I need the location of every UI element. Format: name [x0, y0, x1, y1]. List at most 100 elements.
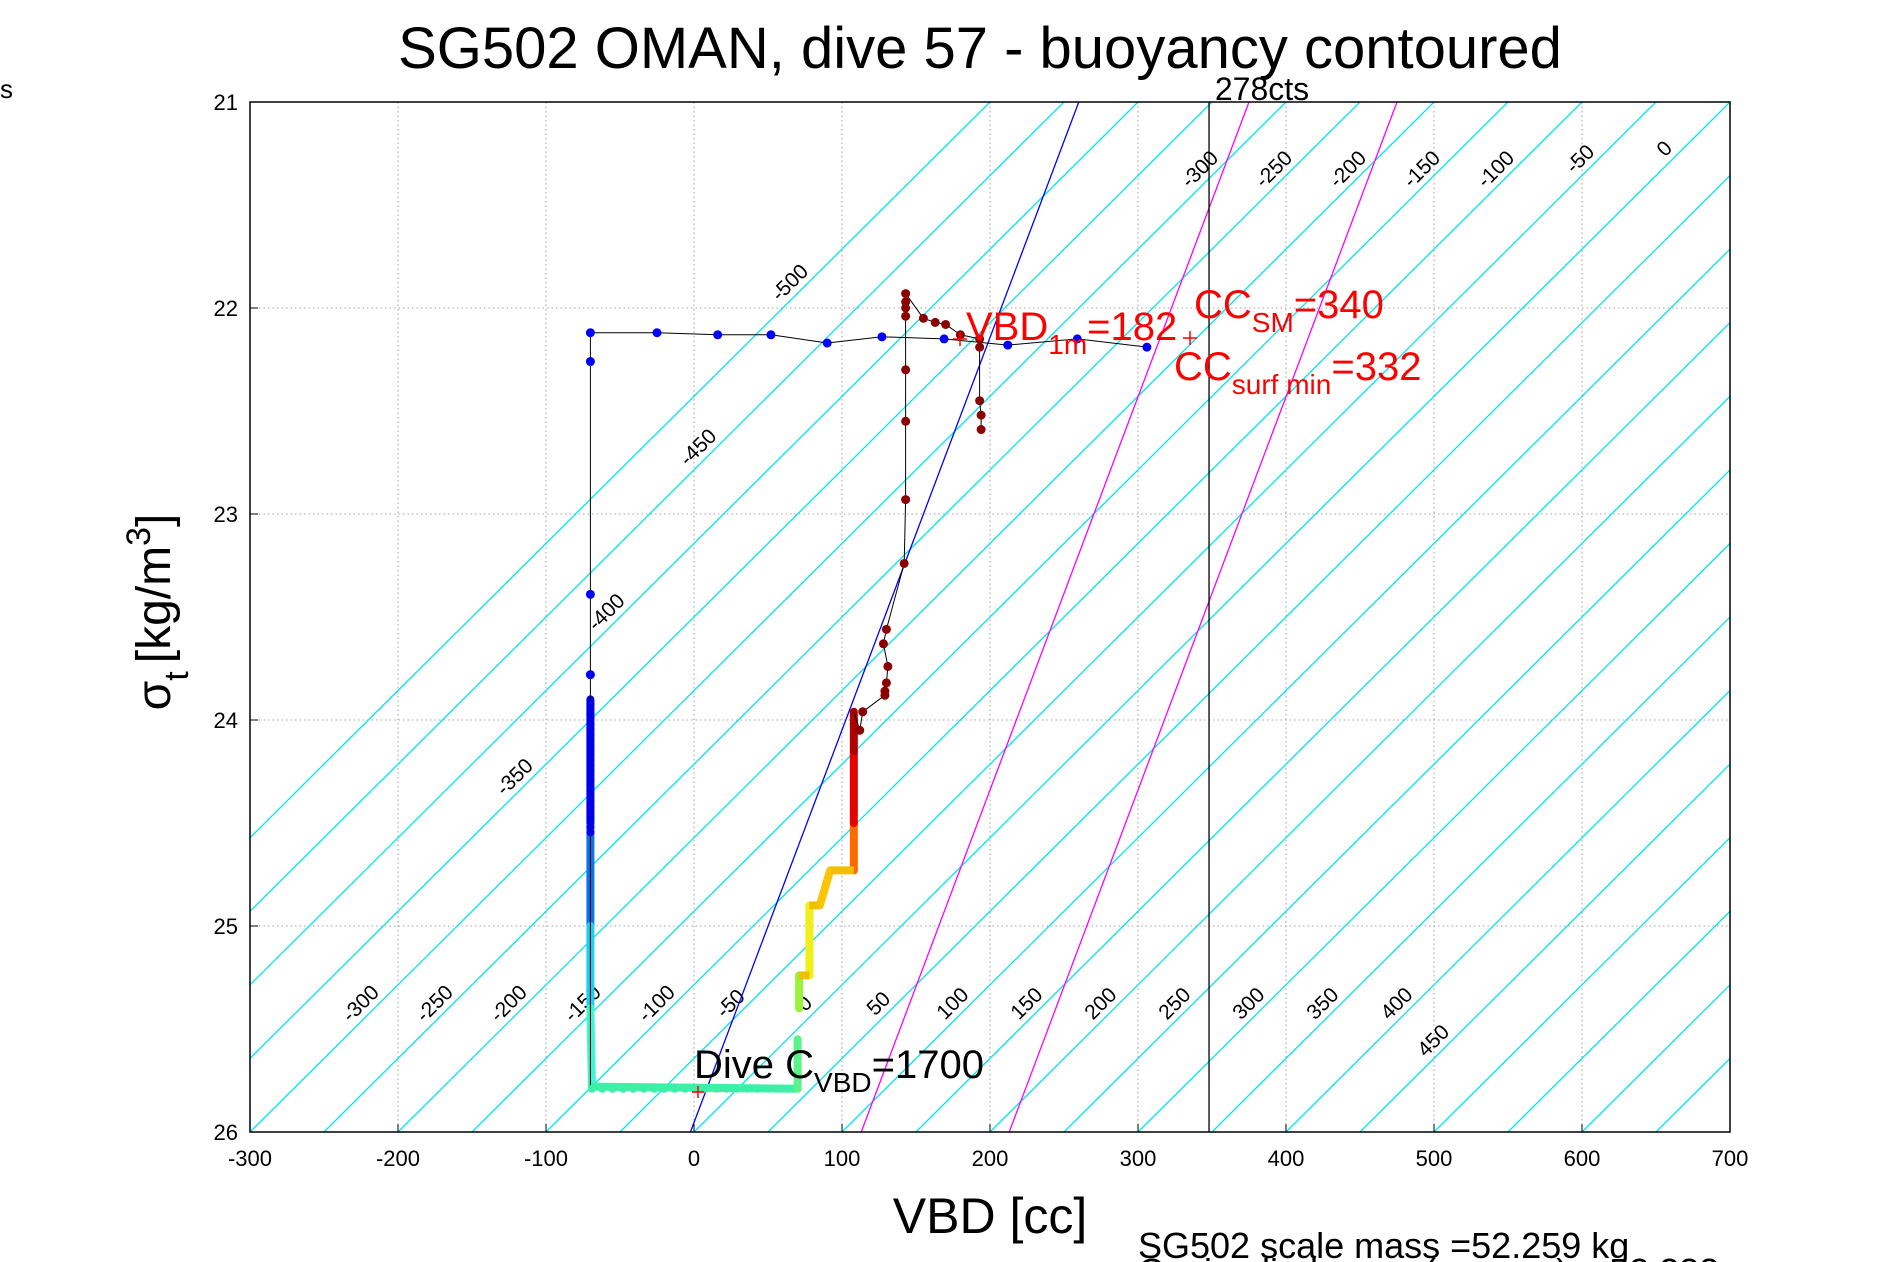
y-label-sup: 3	[120, 527, 158, 546]
contour-label: -150	[1399, 147, 1445, 193]
y-tick-label: 21	[214, 90, 238, 115]
contour-label: -350	[492, 754, 538, 800]
cc-sm-main: CC	[1194, 283, 1252, 327]
contour-line	[471, 102, 1509, 1132]
contour-label: -250	[1251, 147, 1297, 193]
x-tick-label: 200	[972, 1146, 1009, 1171]
y-tick-label: 25	[214, 914, 238, 939]
contour-line	[1655, 1057, 1730, 1132]
contour-label: -50	[1562, 140, 1600, 178]
y-tick-label: 23	[214, 502, 238, 527]
bottom-point	[732, 1084, 741, 1093]
ascent-point	[918, 313, 928, 323]
ascent-point	[883, 661, 893, 671]
bottom-point	[608, 1084, 617, 1093]
contour-label: 300	[1228, 983, 1269, 1024]
contour-line	[619, 102, 1657, 1132]
ascent-point	[976, 410, 986, 420]
bottom-point	[650, 1084, 659, 1093]
descent-point	[1003, 340, 1013, 350]
bottom-point	[712, 1084, 721, 1093]
contour-label: 150	[1006, 983, 1047, 1024]
contour-line	[989, 395, 1730, 1132]
x-tick-label: 700	[1712, 1146, 1749, 1171]
contour-line	[250, 102, 1065, 913]
contour-line	[1359, 763, 1730, 1132]
bottom-point	[660, 1084, 669, 1093]
track-segment	[815, 866, 835, 910]
vbd-1m-value: =182	[1087, 305, 1177, 349]
contour-line	[693, 102, 1730, 1132]
contour-line	[250, 102, 1213, 1060]
ascent-point	[941, 319, 951, 329]
descent-point	[877, 332, 887, 342]
bottom-point	[764, 1084, 772, 1093]
magenta-line	[860, 102, 1250, 1132]
bottom-point	[629, 1084, 638, 1093]
cc-surf-main: CC	[1174, 345, 1232, 389]
contour-line	[1063, 468, 1730, 1132]
contour-line	[767, 174, 1730, 1132]
contour-label: -300	[1177, 147, 1223, 193]
contour-line	[250, 102, 1139, 986]
dive-cvbd-annotation: Dive CVBD=1700	[694, 1043, 984, 1098]
y-label-symbol: σ	[128, 681, 181, 711]
ascent-point	[901, 297, 911, 307]
chart-title: SG502 OMAN, dive 57 - buoyancy contoured	[398, 16, 1562, 81]
ascent-point	[881, 624, 891, 634]
cc-sm-sub: SM	[1252, 307, 1294, 338]
x-axis-label: VBD [cc]	[893, 1188, 1087, 1244]
bottom-point	[753, 1084, 762, 1093]
cc-sm-annotation: CCSM=340	[1194, 283, 1384, 338]
x-tick-label: 500	[1416, 1146, 1453, 1171]
ascent-point	[880, 690, 890, 700]
vbd-1m-sub: 1m	[1048, 329, 1087, 360]
data-points	[585, 289, 1152, 1093]
contour-line	[250, 102, 991, 839]
descent-point	[652, 328, 662, 338]
x-tick-label: 400	[1268, 1146, 1305, 1171]
ascent-point	[858, 707, 868, 717]
descent-point	[822, 338, 832, 348]
ascent-point	[975, 334, 985, 344]
contour-line	[1507, 910, 1730, 1132]
y-tick-label: 24	[214, 708, 238, 733]
ascent-point	[901, 311, 911, 321]
cc-surf-sub: surf min	[1232, 369, 1332, 400]
contour-label: -150	[560, 981, 606, 1027]
descent-path	[589, 332, 1147, 1087]
x-tick-label: 600	[1564, 1146, 1601, 1171]
magenta-line	[1008, 102, 1398, 1132]
ascent-point	[975, 396, 985, 406]
descent-point	[939, 334, 949, 344]
contour-line	[1878, 102, 1891, 1132]
contour-label: 100	[932, 983, 973, 1024]
ascent-point	[976, 425, 986, 435]
descent-point	[585, 670, 595, 680]
x-tick-label: -300	[228, 1146, 272, 1171]
bottom-point	[681, 1084, 690, 1093]
bottom-point	[722, 1084, 731, 1093]
contour-line	[1729, 1131, 1730, 1132]
ascent-point	[901, 495, 911, 505]
y-label-sub: t	[158, 671, 196, 681]
ascent-point	[901, 303, 911, 313]
bottom-point	[618, 1084, 627, 1093]
descent-point	[766, 330, 776, 340]
x-tick-label: 0	[688, 1146, 700, 1171]
descent-point	[713, 330, 723, 340]
svg-text:σt[kg/m3]: σt [kg/m3]	[120, 514, 196, 711]
ascent-point	[901, 416, 911, 426]
x-tick-label: 300	[1120, 1146, 1157, 1171]
ascent-point	[855, 725, 865, 735]
x-tick-label: -200	[376, 1146, 420, 1171]
contour-label: 200	[1080, 983, 1121, 1024]
bottom-point	[784, 1084, 793, 1093]
bottom-point	[639, 1084, 648, 1093]
contour-line	[1211, 616, 1730, 1132]
descent-point	[1142, 342, 1152, 352]
descent-point	[585, 328, 595, 338]
descent-point	[585, 589, 595, 599]
buoyancy-contours	[250, 102, 1891, 1132]
dive-marker	[692, 1086, 704, 1098]
